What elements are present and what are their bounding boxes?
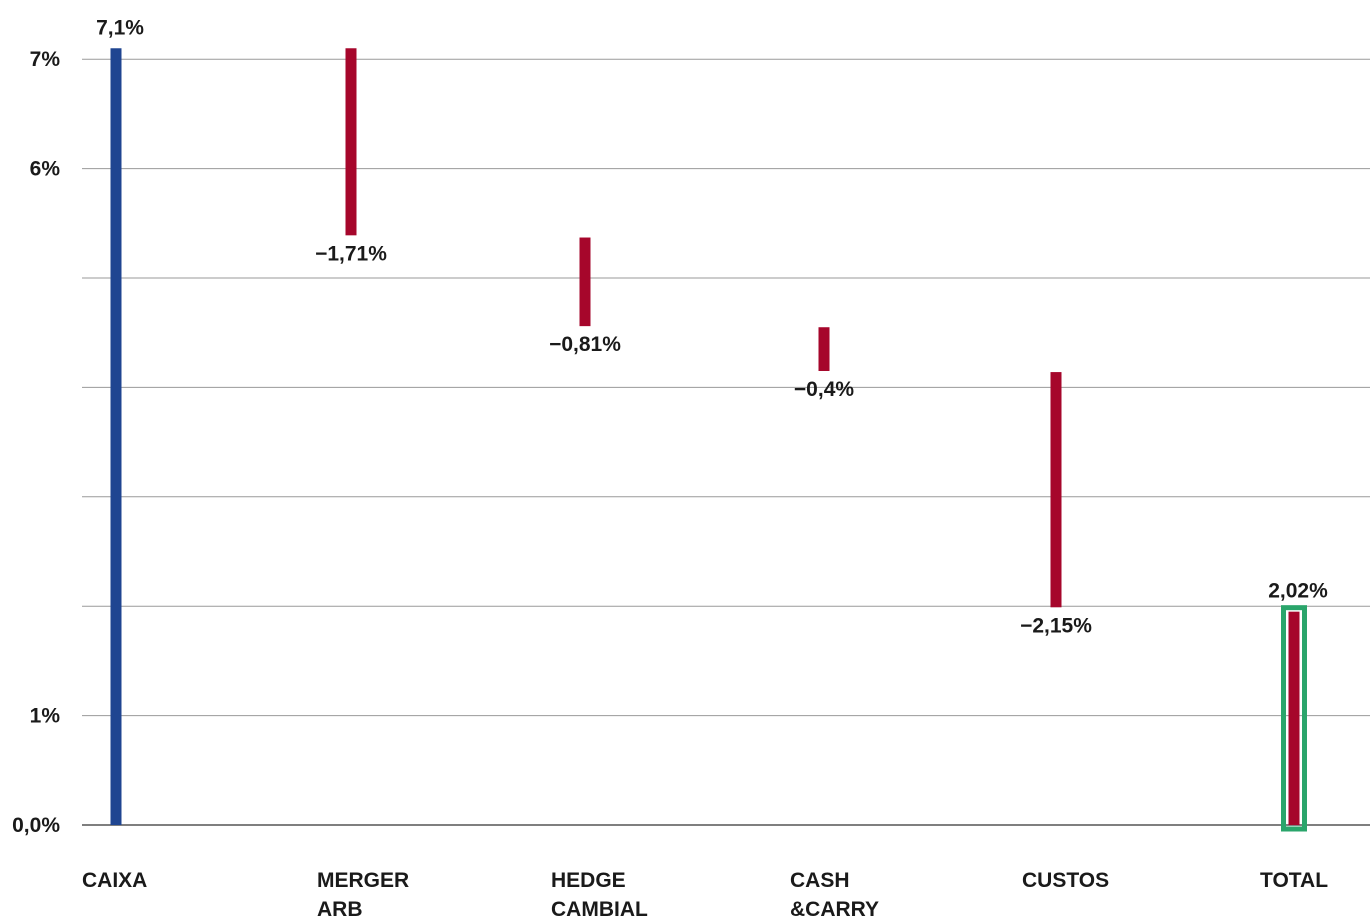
x-tick-label-line: MERGER — [317, 869, 409, 892]
x-tick-label-line: CAMBIAL — [551, 898, 648, 917]
x-tick-label-line: &CARRY — [790, 898, 879, 917]
x-tick-label: HEDGE CAMBIAL — [551, 869, 648, 917]
bar-merger-arb — [345, 48, 357, 236]
data-label: −0,81% — [549, 333, 621, 356]
x-tick-label-line: CUSTOS — [1022, 869, 1109, 892]
bar-hedge-cambial — [579, 237, 591, 327]
y-tick-label: 6% — [30, 158, 61, 181]
x-tick-label-line: ARB — [317, 898, 363, 917]
x-tick-label: CAIXA — [82, 869, 147, 892]
x-tick-label: CUSTOS — [1022, 869, 1109, 892]
data-label: −2,15% — [1020, 614, 1092, 637]
x-tick-label-line: TOTAL — [1260, 869, 1328, 892]
x-tick-label: TOTAL — [1260, 869, 1328, 892]
x-tick-label-line: HEDGE — [551, 869, 626, 892]
y-tick-label: 7% — [30, 48, 61, 71]
y-tick-label: 0,0% — [12, 814, 60, 837]
bar-custos — [1050, 372, 1062, 608]
x-tick-label: MERGER ARB — [317, 869, 409, 917]
data-label: −0,4% — [794, 378, 854, 401]
x-tick-label-line: CAIXA — [82, 869, 147, 892]
bar-total — [1288, 611, 1300, 825]
bar-caixa — [110, 48, 122, 825]
x-tick-label: CASH &CARRY — [790, 869, 879, 917]
highlight-box — [1281, 605, 1307, 832]
y-tick-label: 1% — [30, 705, 61, 728]
x-tick-label-line: CASH — [790, 869, 850, 892]
data-label: 7,1% — [96, 16, 144, 39]
data-label: 2,02% — [1268, 580, 1328, 603]
bar-cash-carry — [818, 327, 830, 371]
data-label: −1,71% — [315, 242, 387, 265]
